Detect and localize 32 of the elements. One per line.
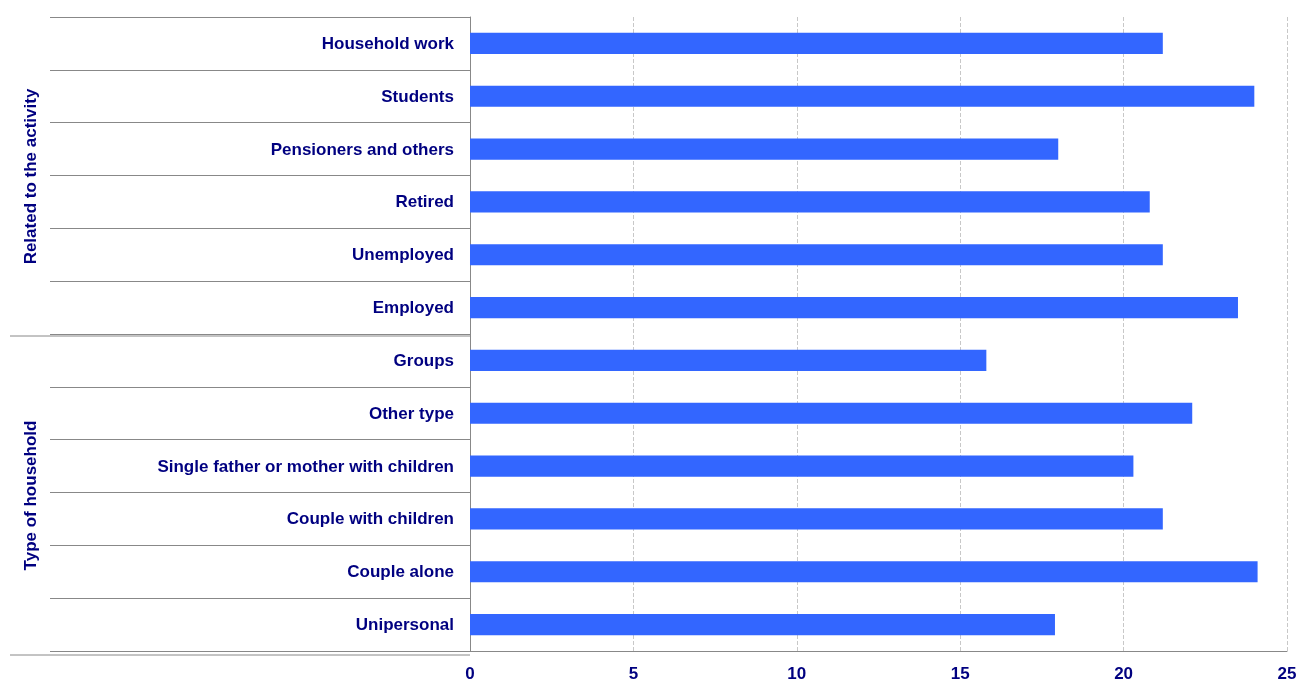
y-tick-label: Groups (393, 350, 454, 370)
bar (470, 402, 1193, 424)
bar (470, 614, 1055, 636)
text: Type of household (20, 420, 40, 571)
y-tick-label: Unipersonal (355, 615, 454, 635)
x-tick-label: 10 (787, 664, 807, 683)
bar (470, 297, 1238, 319)
y-tick-label: Employed (372, 298, 454, 318)
x-tick-label: 15 (950, 664, 970, 683)
bar (470, 508, 1163, 530)
x-tick-label: 25 (1277, 664, 1297, 683)
y-tick-label: Pensioners and others (270, 139, 454, 159)
bar (470, 85, 1255, 107)
y-tick-label: Couple alone (347, 562, 454, 582)
bar (470, 32, 1163, 54)
x-tick-label: 20 (1114, 664, 1134, 683)
bar (470, 191, 1150, 213)
bar (470, 138, 1059, 160)
bar (470, 455, 1134, 477)
y-tick-label: Couple with children (286, 509, 454, 529)
x-tick-label: 0 (465, 664, 475, 683)
y-tick-label: Unemployed (351, 245, 454, 265)
bar (470, 349, 987, 371)
x-tick-label: 5 (628, 664, 639, 683)
y-tick-label: Single father or mother with children (157, 456, 454, 476)
y-tick-label: Other type (368, 403, 454, 423)
bar (470, 244, 1163, 266)
y-tick-label: Students (381, 86, 454, 106)
text: Related to the activity (20, 88, 40, 265)
bar (470, 561, 1258, 583)
y-tick-label: Household work (321, 33, 455, 53)
y-tick-label: Retired (395, 192, 454, 212)
